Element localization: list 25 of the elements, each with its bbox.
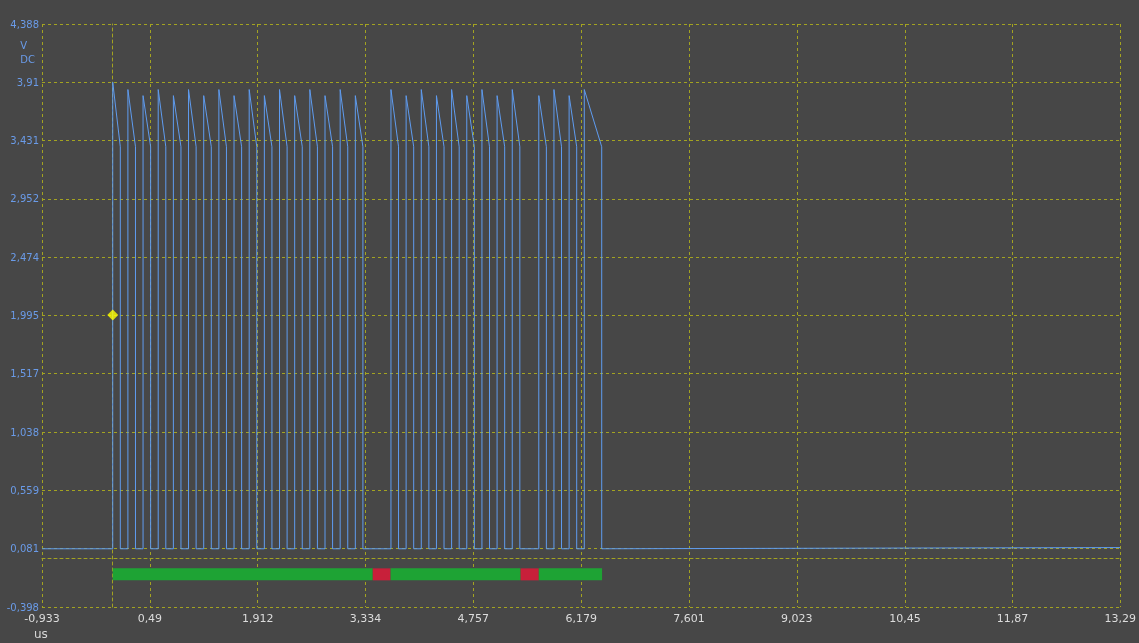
x-tick-label: 4,757	[457, 612, 490, 625]
y-tick-label: 0,081	[10, 543, 39, 555]
y-tick-label: 4,388	[10, 18, 39, 30]
x-tick-label: 10,45	[889, 612, 921, 625]
y-tick-label: 3,91	[16, 76, 39, 88]
x-tick-label: 13,29	[1104, 612, 1136, 625]
y-axis-title: V DC	[20, 39, 36, 65]
y-tick-label: 1,995	[10, 310, 39, 321]
x-tick-label: 6,179	[565, 612, 597, 625]
y-tick-label: 2,474	[10, 251, 39, 263]
x-tick-label: -0,933	[24, 612, 60, 625]
x-tick-label: 11,87	[996, 612, 1029, 625]
x-tick-label: 1,912	[241, 612, 274, 625]
y-tick-label: 0,559	[10, 484, 39, 496]
x-axis-title: us	[34, 627, 48, 641]
y-tick-label: 2,952	[10, 193, 39, 205]
x-tick-label: 7,601	[673, 612, 705, 625]
x-tick-label: 0,49	[137, 612, 163, 625]
y-tick-label: 3,431	[10, 135, 39, 147]
x-tick-label: 3,334	[349, 612, 382, 625]
y-tick-label: -0,398	[6, 601, 39, 613]
line-series	[41, 81, 1121, 550]
y-tick-label: 1,517	[10, 368, 39, 380]
y-tick-label: 1,038	[10, 426, 39, 438]
x-tick-label: 9,023	[781, 612, 813, 625]
